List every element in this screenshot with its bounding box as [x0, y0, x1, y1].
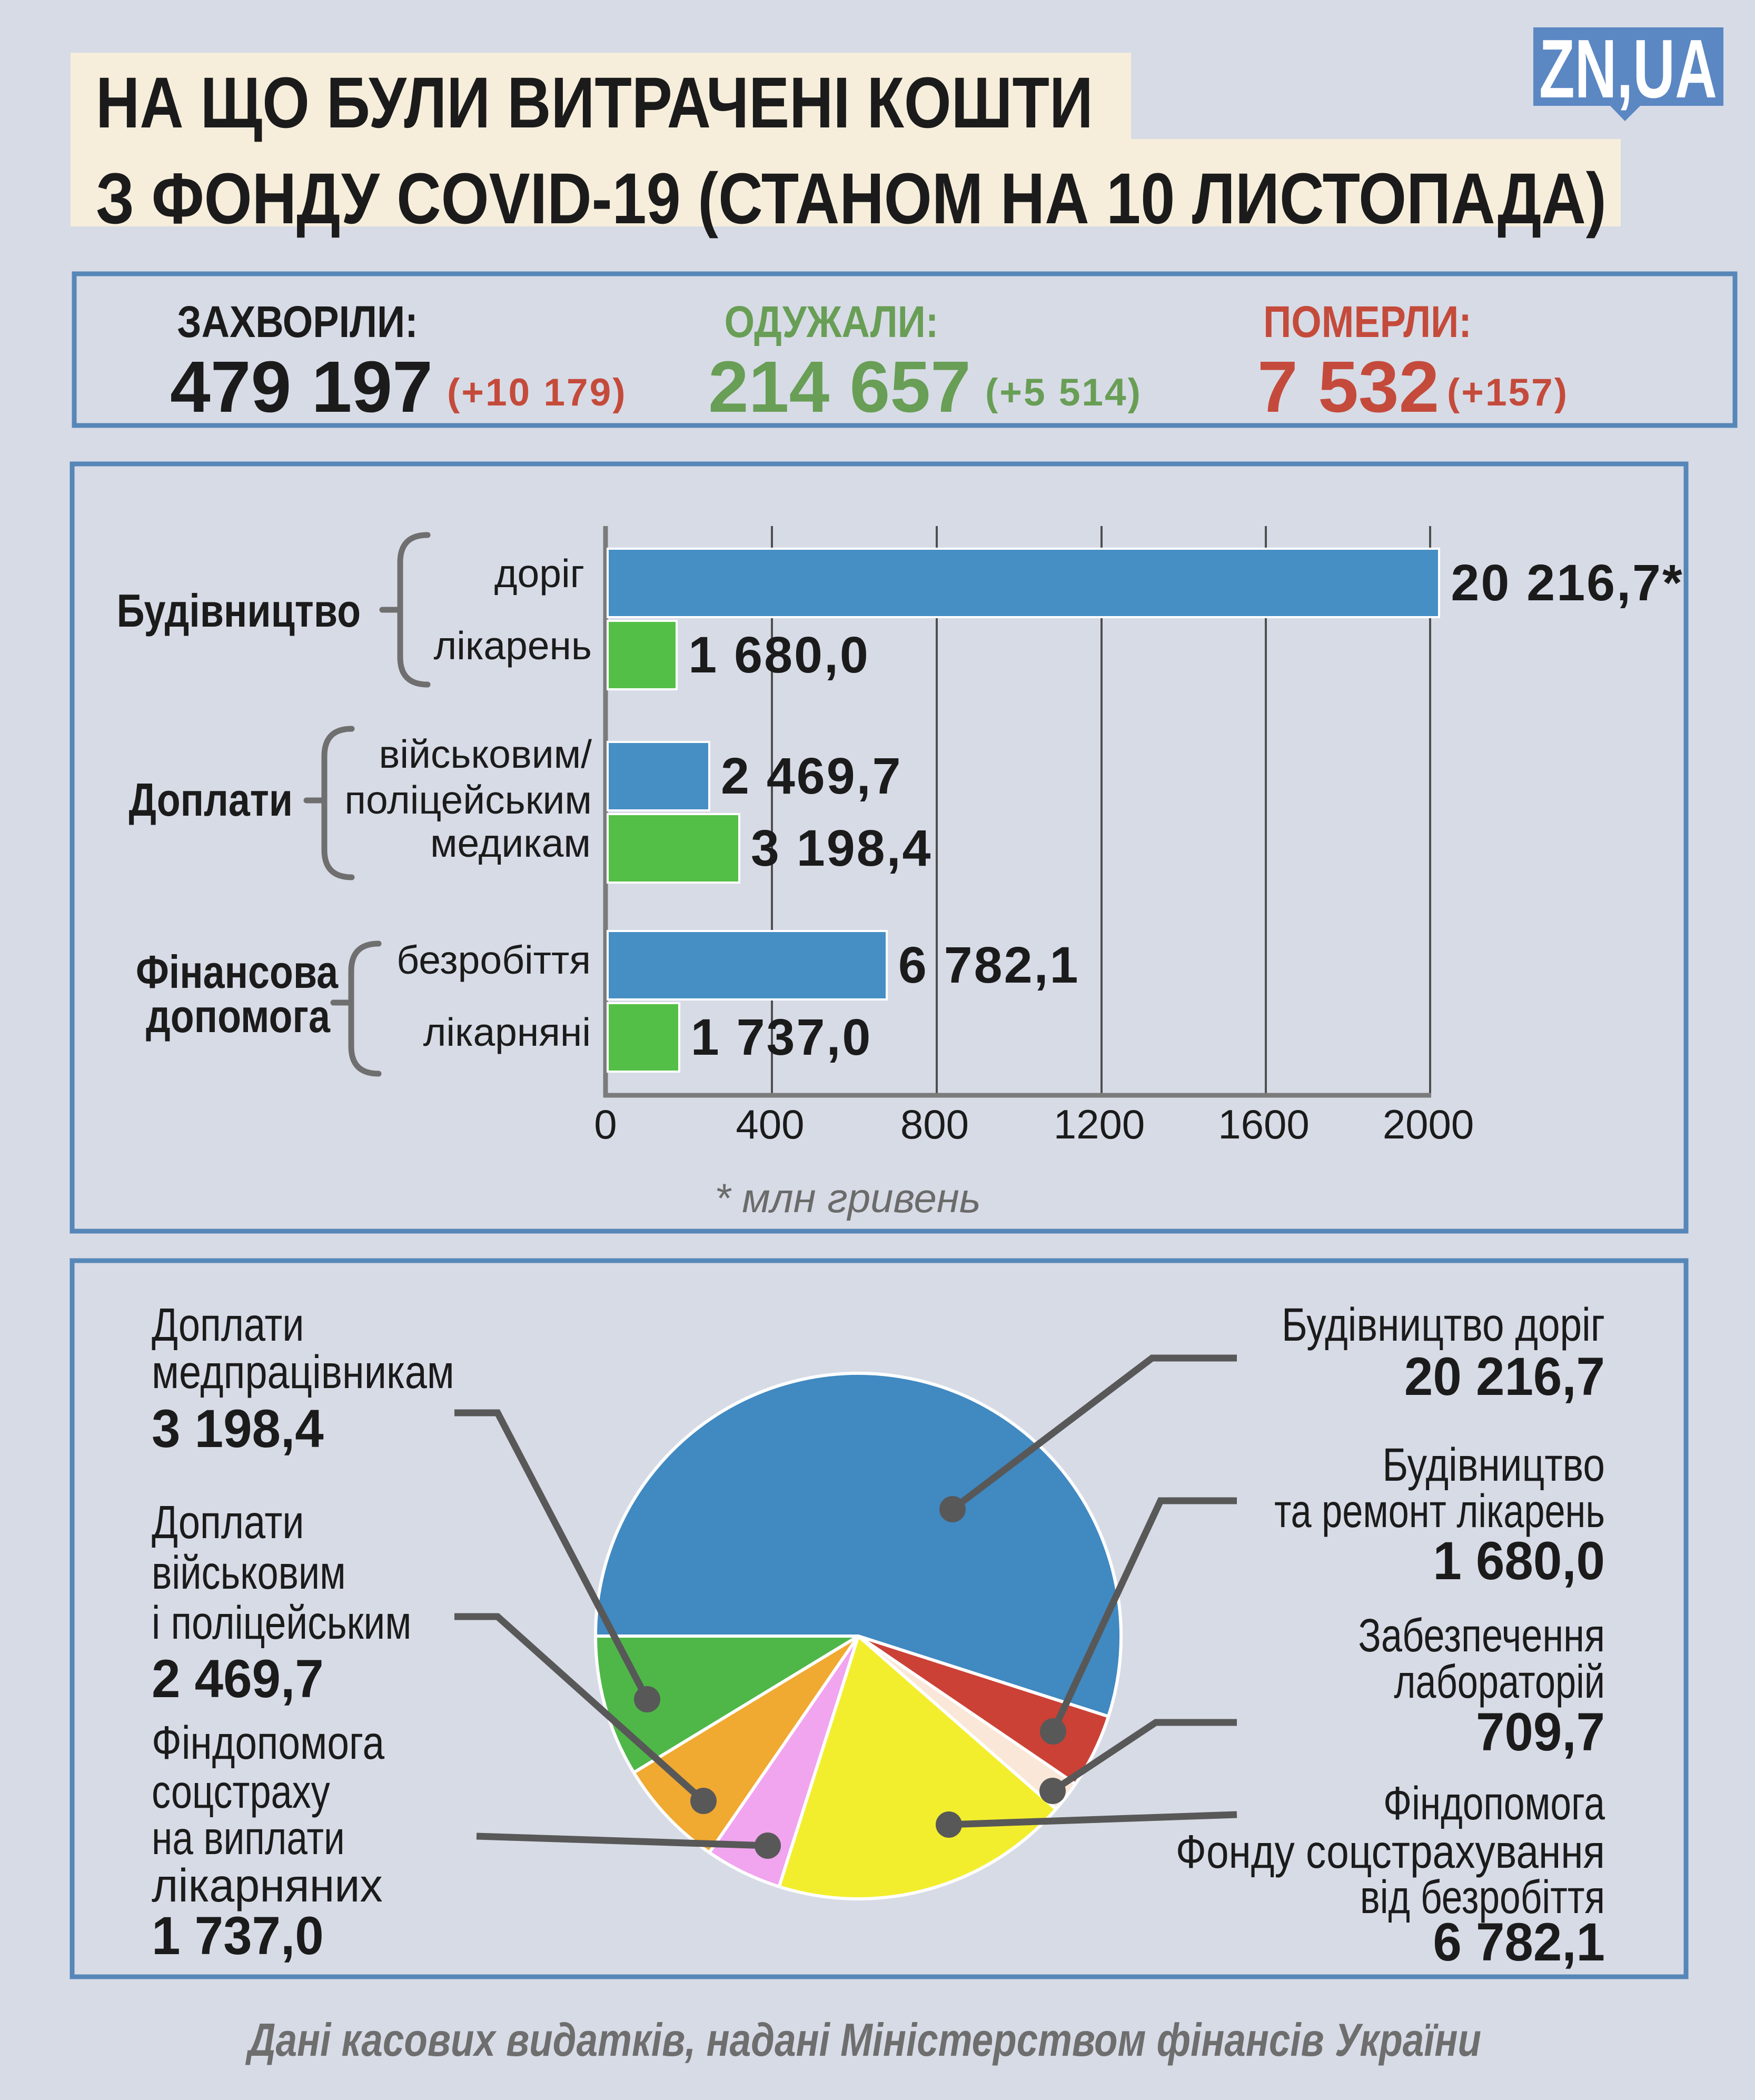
svg-text:1 680,0: 1 680,0 [1433, 1531, 1605, 1591]
svg-text:(+5 514): (+5 514) [985, 371, 1142, 414]
svg-text:соцстраху: соцстраху [152, 1766, 330, 1818]
svg-text:та ремонт лікарень: та ремонт лікарень [1274, 1484, 1605, 1537]
svg-text:ОДУЖАЛИ:: ОДУЖАЛИ: [725, 297, 939, 346]
svg-text:військовим: військовим [152, 1547, 346, 1599]
svg-text:* млн гривень: * млн гривень [715, 1175, 981, 1221]
svg-text:Доплати: Доплати [152, 1299, 304, 1351]
svg-text:709,7: 709,7 [1476, 1702, 1605, 1762]
svg-text:Доплати: Доплати [128, 775, 293, 826]
svg-text:1 680,0: 1 680,0 [688, 626, 870, 684]
svg-text:від безробіття: від безробіття [1360, 1871, 1605, 1923]
svg-text:лабораторій: лабораторій [1394, 1655, 1605, 1708]
svg-text:2 469,7: 2 469,7 [152, 1649, 324, 1709]
svg-text:медпрацівникам: медпрацівникам [152, 1345, 454, 1398]
svg-text:479 197: 479 197 [170, 346, 433, 428]
svg-text:Доплати: Доплати [152, 1497, 304, 1549]
svg-text:лікарняних: лікарняних [152, 1859, 383, 1911]
svg-text:безробіття: безробіття [396, 938, 591, 982]
svg-text:0: 0 [594, 1101, 617, 1147]
svg-text:НА ЩО БУЛИ ВИТРАЧЕНІ КОШТИ: НА ЩО БУЛИ ВИТРАЧЕНІ КОШТИ [96, 62, 1093, 143]
svg-text:6 782,1: 6 782,1 [1433, 1912, 1605, 1972]
svg-text:ZN,UA: ZN,UA [1539, 22, 1717, 115]
svg-text:2000: 2000 [1383, 1101, 1474, 1147]
svg-text:Фіндопомога: Фіндопомога [152, 1717, 384, 1769]
svg-text:1200: 1200 [1054, 1101, 1145, 1147]
svg-text:800: 800 [900, 1101, 969, 1147]
svg-text:20 216,7*: 20 216,7* [1451, 554, 1683, 611]
svg-text:1600: 1600 [1218, 1101, 1310, 1147]
svg-text:ПОМЕРЛИ:: ПОМЕРЛИ: [1263, 297, 1472, 346]
svg-text:Будівництво: Будівництво [1382, 1439, 1605, 1491]
svg-text:2 469,7: 2 469,7 [721, 747, 903, 805]
svg-text:3 198,4: 3 198,4 [152, 1399, 324, 1459]
svg-text:Дані касових видатків, надані: Дані касових видатків, надані Міністерст… [245, 2015, 1481, 2066]
svg-text:доріг: доріг [494, 551, 584, 596]
svg-text:і поліцейським: і поліцейським [152, 1597, 411, 1649]
svg-text:З ФОНДУ COVID-19 (СТАНОМ НА 10: З ФОНДУ COVID-19 (СТАНОМ НА 10 ЛИСТОПАДА… [96, 158, 1607, 239]
svg-text:1 737,0: 1 737,0 [152, 1906, 324, 1966]
svg-text:медикам: медикам [430, 821, 591, 865]
svg-text:7 532: 7 532 [1257, 346, 1439, 428]
svg-text:військовим/: військовим/ [379, 732, 592, 776]
svg-text:лікарняні: лікарняні [423, 1010, 591, 1054]
svg-text:Забезпечення: Забезпечення [1358, 1610, 1605, 1662]
svg-text:Будівництво доріг: Будівництво доріг [1282, 1299, 1605, 1351]
svg-text:3 198,4: 3 198,4 [751, 819, 933, 877]
svg-text:лікарень: лікарень [433, 623, 592, 668]
svg-text:ЗАХВОРІЛИ:: ЗАХВОРІЛИ: [177, 297, 418, 346]
svg-text:6 782,1: 6 782,1 [898, 936, 1080, 994]
svg-text:(+10 179): (+10 179) [447, 371, 627, 414]
svg-text:(+157): (+157) [1447, 371, 1569, 414]
svg-text:Будівництво: Будівництво [117, 586, 361, 637]
svg-text:Фіндопомога: Фіндопомога [1383, 1777, 1605, 1829]
svg-text:400: 400 [736, 1101, 804, 1147]
svg-text:Фінансова: Фінансова [136, 947, 339, 998]
svg-text:допомога: допомога [146, 991, 331, 1043]
svg-text:поліцейським: поліцейським [344, 778, 592, 822]
svg-text:214 657: 214 657 [708, 346, 971, 428]
svg-text:1 737,0: 1 737,0 [691, 1008, 872, 1066]
svg-text:на виплати: на виплати [152, 1812, 345, 1864]
svg-text:20 216,7: 20 216,7 [1404, 1346, 1605, 1406]
svg-text:Фонду соцстрахування: Фонду соцстрахування [1176, 1826, 1605, 1878]
